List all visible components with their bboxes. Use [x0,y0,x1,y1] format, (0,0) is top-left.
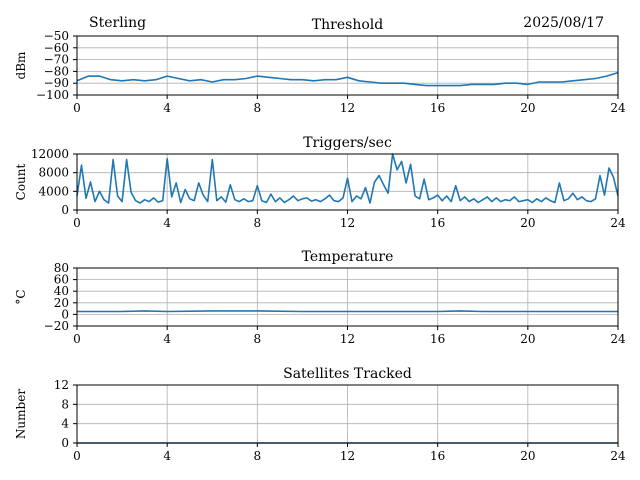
x-tick-label: 24 [610,216,626,230]
x-tick-label: 12 [340,216,355,230]
satellites-panel: Satellites Tracked Number 0 4 8 12 16 20 24 0 4 8… [14,366,626,463]
y-tick-label: 8 [61,397,69,411]
triggers-panel: Triggers/sec Count 0 4 8 12 16 20 24 0 4000 8000 1… [14,135,626,230]
y-tick-label: 0 [61,307,69,321]
y-axis-label: Count [14,163,28,200]
x-tick-label: 8 [254,101,262,115]
x-tick-label: 20 [520,216,535,230]
y-tick-label: −90 [44,76,69,90]
series-line [76,71,619,87]
panel-title: Threshold [312,17,383,33]
y-tick-label: 8000 [38,166,69,180]
x-tick-label: 0 [73,101,81,115]
y-tick-label: −80 [44,64,69,78]
x-tick-label: 12 [340,449,355,463]
y-tick-label: −50 [44,29,69,43]
y-axis-label: Number [14,389,28,439]
x-tick-label: 4 [163,332,171,346]
x-tick-label: 4 [163,216,171,230]
y-tick-label: −100 [36,88,69,102]
y-tick-label: 20 [54,296,69,310]
x-tick-label: 0 [73,449,81,463]
x-tick-label: 20 [520,332,535,346]
x-tick-label: 16 [430,216,445,230]
x-tick-label: 24 [610,101,626,115]
y-tick-label: 0 [61,436,69,450]
y-tick-label: 80 [54,261,69,275]
y-tick-label: −20 [44,319,69,333]
x-tick-label: 24 [610,332,626,346]
series-line [77,310,618,313]
x-tick-label: 20 [520,449,535,463]
x-tick-label: 0 [73,216,81,230]
date-label: 2025/08/17 [523,15,604,31]
x-tick-label: 12 [340,101,355,115]
x-tick-label: 16 [430,449,445,463]
x-tick-label: 8 [254,449,262,463]
threshold-panel: Threshold dBm 0 4 8 12 16 20 24 −100−90−80−70−6… [14,17,626,115]
y-tick-label: 4 [61,417,69,431]
panel-title: Triggers/sec [303,135,392,151]
y-axis-label: °C [14,289,28,304]
y-tick-label: 40 [54,284,69,298]
y-tick-label: 12000 [31,147,69,161]
y-tick-label: −60 [44,41,69,55]
y-tick-label: −70 [44,53,69,67]
y-tick-label: 0 [61,203,69,217]
x-tick-label: 12 [340,332,355,346]
x-tick-label: 16 [430,332,445,346]
y-tick-label: 4000 [38,184,69,198]
x-tick-label: 0 [73,332,81,346]
x-tick-label: 8 [254,332,262,346]
panel-title: Temperature [302,249,394,265]
station-label: Sterling [89,15,146,31]
y-tick-label: 60 [54,273,69,287]
x-tick-label: 24 [610,449,626,463]
x-tick-label: 4 [163,449,171,463]
x-tick-label: 20 [520,101,535,115]
x-tick-label: 4 [163,101,171,115]
series-line [76,153,619,204]
panel-title: Satellites Tracked [283,366,412,382]
x-tick-label: 8 [254,216,262,230]
x-tick-label: 16 [430,101,445,115]
y-axis-label: dBm [14,51,28,80]
y-tick-label: 12 [54,378,69,392]
